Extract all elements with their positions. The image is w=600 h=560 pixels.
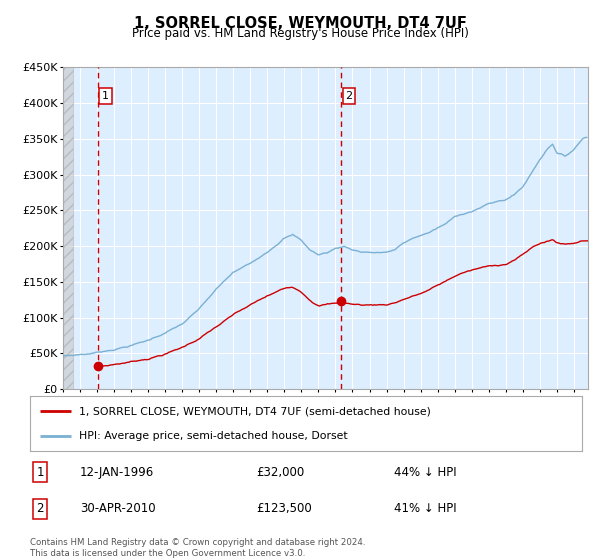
Text: 1, SORREL CLOSE, WEYMOUTH, DT4 7UF: 1, SORREL CLOSE, WEYMOUTH, DT4 7UF: [134, 16, 466, 31]
Text: 1: 1: [102, 91, 109, 101]
Text: 12-JAN-1996: 12-JAN-1996: [80, 465, 154, 479]
Text: 30-APR-2010: 30-APR-2010: [80, 502, 155, 515]
Text: Price paid vs. HM Land Registry's House Price Index (HPI): Price paid vs. HM Land Registry's House …: [131, 27, 469, 40]
Text: £123,500: £123,500: [256, 502, 312, 515]
Text: 41% ↓ HPI: 41% ↓ HPI: [394, 502, 457, 515]
Text: 44% ↓ HPI: 44% ↓ HPI: [394, 465, 457, 479]
Text: 1, SORREL CLOSE, WEYMOUTH, DT4 7UF (semi-detached house): 1, SORREL CLOSE, WEYMOUTH, DT4 7UF (semi…: [79, 406, 430, 416]
Text: 2: 2: [36, 502, 44, 515]
Text: 2: 2: [346, 91, 352, 101]
Text: £32,000: £32,000: [256, 465, 305, 479]
Text: 1: 1: [36, 465, 44, 479]
Bar: [63, 67, 73, 389]
Text: Contains HM Land Registry data © Crown copyright and database right 2024.
This d: Contains HM Land Registry data © Crown c…: [30, 538, 365, 558]
Text: HPI: Average price, semi-detached house, Dorset: HPI: Average price, semi-detached house,…: [79, 431, 347, 441]
